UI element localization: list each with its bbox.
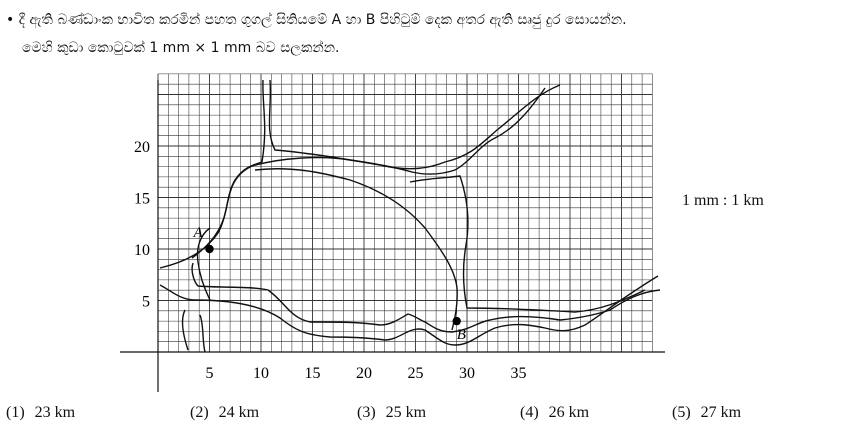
x-tick-label: 20 <box>356 365 372 382</box>
x-tick-labels: 5 10 15 20 25 30 35 <box>206 365 527 382</box>
question-line-1: • දී ඇති බණ්ඩාංක භාවිත කරමින් පහත ගුගල් … <box>6 12 627 28</box>
option-number: (2) <box>190 404 209 421</box>
road <box>254 168 458 331</box>
point-a-label: A <box>193 225 204 241</box>
point-a-marker <box>205 244 214 254</box>
option-1[interactable]: (1) 23 km <box>6 404 75 422</box>
road <box>181 309 189 351</box>
road <box>199 314 206 353</box>
question-line-2: මෙහි කුඩා කොටුවක් 1 mm × 1 mm බව සලකන්න. <box>22 40 340 56</box>
point-b-marker <box>452 316 461 326</box>
road-network <box>159 79 661 353</box>
x-tick-label: 15 <box>305 365 321 382</box>
option-text: 24 km <box>218 404 260 421</box>
road <box>409 175 646 313</box>
option-3[interactable]: (3) 25 km <box>357 404 426 422</box>
option-text: 27 km <box>700 404 742 421</box>
option-2[interactable]: (2) 24 km <box>190 404 259 422</box>
option-text: 25 km <box>385 404 427 421</box>
scale-label: 1 mm : 1 km <box>682 192 764 209</box>
option-4[interactable]: (4) 26 km <box>520 404 589 422</box>
x-tick-label: 10 <box>253 365 269 382</box>
point-b-label: B <box>457 327 466 343</box>
y-tick-label: 20 <box>134 139 150 156</box>
option-text: 26 km <box>548 404 590 421</box>
x-tick-label: 25 <box>408 365 424 382</box>
option-text: 23 km <box>34 404 76 421</box>
road <box>268 79 561 170</box>
y-tick-label: 10 <box>134 242 150 259</box>
answer-options: (1) 23 km (2) 24 km (3) 25 km (4) 26 km (5) 27 km <box>0 400 843 430</box>
y-tick-label: 15 <box>134 191 150 208</box>
option-number: (1) <box>6 404 25 421</box>
road <box>196 227 211 301</box>
option-5[interactable]: (5) 27 km <box>672 404 741 422</box>
x-tick-label: 35 <box>511 365 527 382</box>
road <box>159 275 659 346</box>
option-number: (3) <box>357 404 376 421</box>
road <box>191 262 661 333</box>
option-number: (4) <box>520 404 539 421</box>
x-tick-label: 30 <box>459 365 475 382</box>
grid <box>157 73 653 353</box>
points: AB <box>193 225 466 343</box>
y-tick-labels: 5 10 15 20 <box>134 139 150 311</box>
axes <box>120 80 665 392</box>
y-tick-label: 5 <box>142 294 150 311</box>
option-number: (5) <box>672 404 691 421</box>
road <box>191 87 546 259</box>
x-tick-label: 5 <box>206 365 214 382</box>
